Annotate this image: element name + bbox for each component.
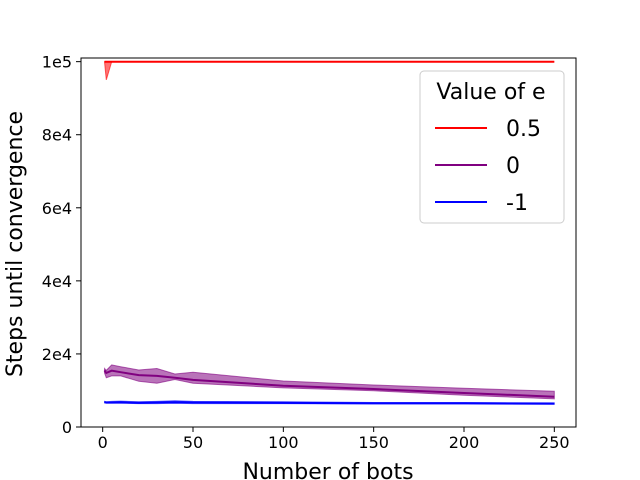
y-tick-label: 0 <box>62 418 72 437</box>
y-tick-label: 6e4 <box>42 199 72 218</box>
axes-frame <box>80 57 577 428</box>
y-tick-label: 2e4 <box>42 345 72 364</box>
legend-box <box>419 70 565 224</box>
legend-title: Value of e <box>436 80 545 105</box>
legend-label-1: 0 <box>506 154 520 179</box>
x-tick-label: 0 <box>98 433 108 452</box>
series-2-line <box>104 401 555 405</box>
x-axis-label: Number of bots <box>242 460 413 480</box>
x-tick-label: 200 <box>449 433 480 452</box>
legend: Value of e 0.5 0 -1 <box>419 70 565 224</box>
y-axis-label: Steps until convergence <box>3 111 28 377</box>
legend-label-2: -1 <box>506 191 528 216</box>
x-tick-label: 250 <box>539 433 570 452</box>
legend-label-0: 0.5 <box>506 117 541 142</box>
series-1-line <box>103 369 555 398</box>
y-tick-label: 4e4 <box>42 272 72 291</box>
series-1-band <box>104 364 555 400</box>
x-tick-label: 100 <box>268 433 299 452</box>
x-tick-label: 50 <box>183 433 203 452</box>
axes: 0 50 100 150 200 250 0 2e4 4e4 6e4 8e4 1e5 <box>42 53 577 452</box>
plot-area <box>103 60 555 405</box>
x-tick-label: 150 <box>358 433 389 452</box>
y-tick-label: 1e5 <box>42 53 72 72</box>
y-tick-label: 8e4 <box>42 126 72 145</box>
